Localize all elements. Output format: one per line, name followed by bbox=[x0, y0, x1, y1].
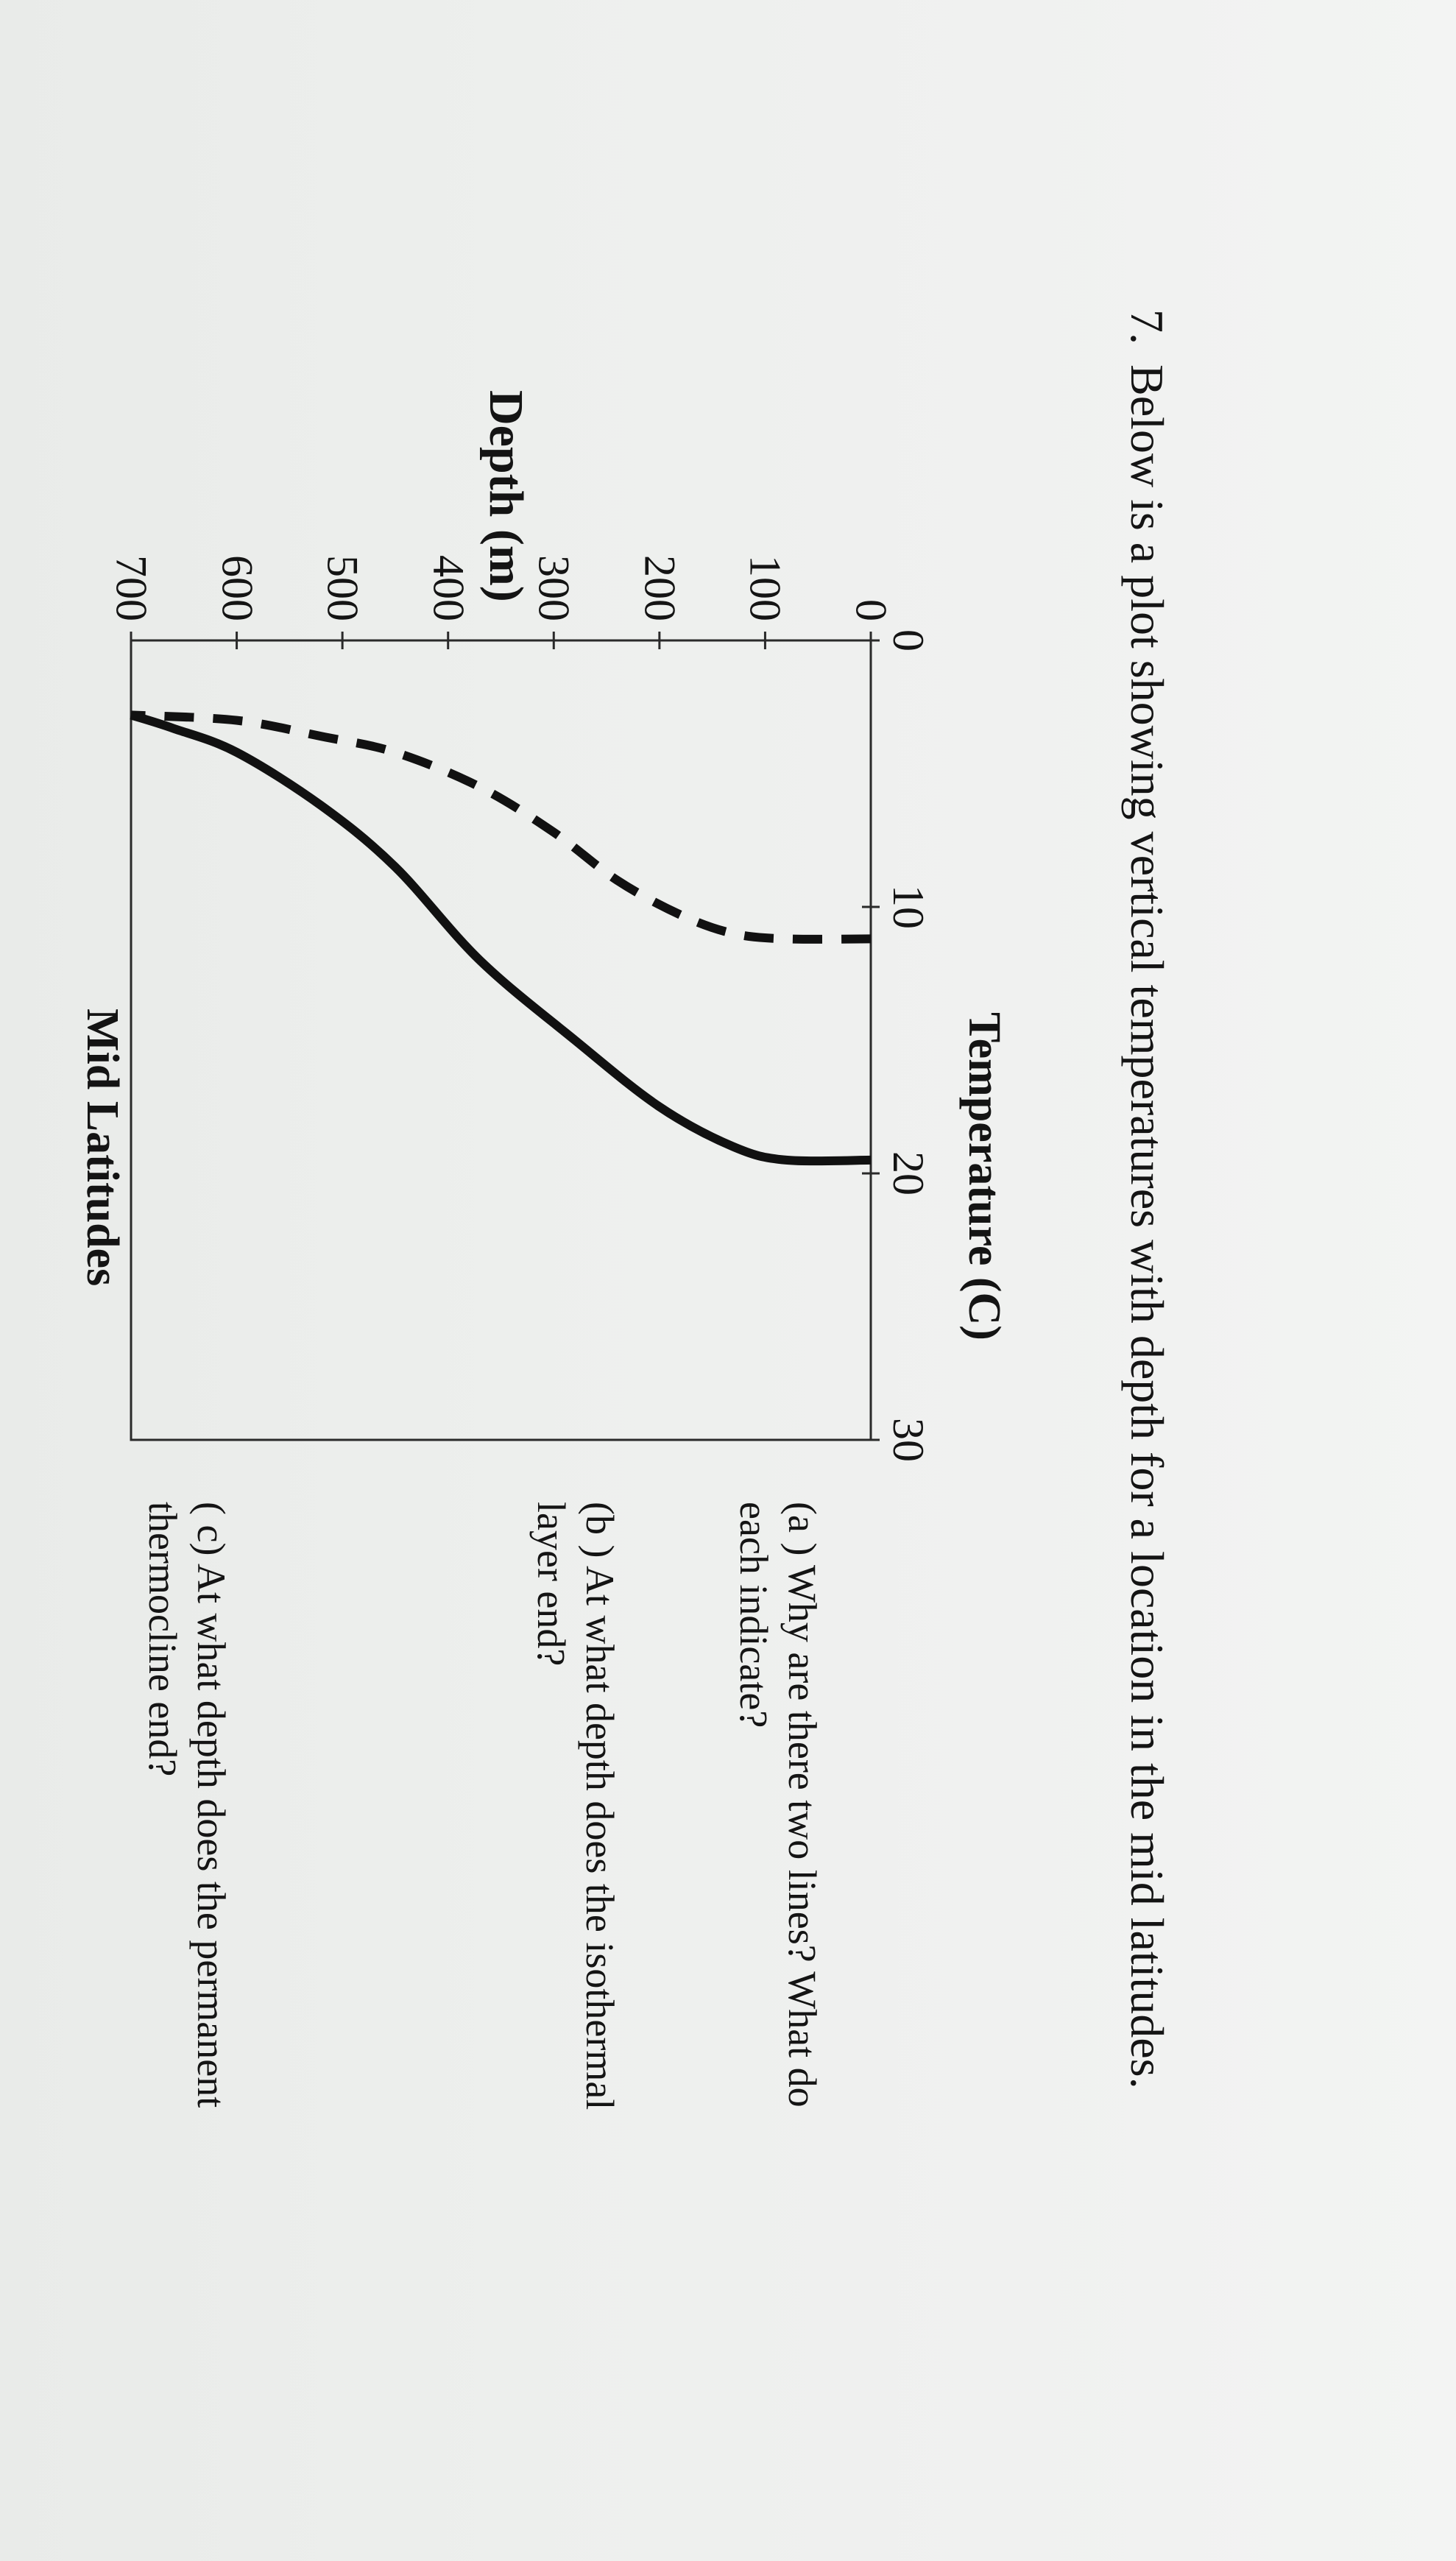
dashed-temperature-line bbox=[130, 710, 872, 944]
chart-subtitle: Mid Latitudes bbox=[77, 1008, 127, 1287]
y-tick-label: 300 bbox=[529, 555, 579, 621]
plot-frame bbox=[130, 639, 872, 1441]
subquestion-c-line-2: thermocline end? bbox=[141, 1502, 185, 1777]
x-tick-label: 10 bbox=[884, 885, 933, 929]
x-tick-label: 20 bbox=[884, 1151, 933, 1195]
y-tick-label: 600 bbox=[213, 555, 262, 621]
y-tick-label: 500 bbox=[318, 555, 367, 621]
chart-title: Temperature (C) bbox=[959, 1012, 1009, 1340]
x-tick-label: 30 bbox=[884, 1418, 933, 1462]
y-tick-label: 700 bbox=[107, 555, 156, 621]
subquestion-a-line-1: (a ) Why are there two lines? What do bbox=[780, 1502, 824, 2108]
subquestion-c-line-1: ( c) At what depth does the permanent bbox=[189, 1502, 233, 2108]
y-tick-label: 100 bbox=[741, 555, 790, 621]
subquestion-a-line-2: each indicate? bbox=[732, 1502, 776, 1728]
x-tick-label: 0 bbox=[884, 629, 933, 651]
subquestion-b-line-2: layer end? bbox=[529, 1502, 573, 1667]
y-axis-label: Depth (m) bbox=[479, 390, 533, 602]
subquestion-b-line-1: (b ) At what depth does the isothermal bbox=[578, 1502, 622, 2110]
y-tick-label: 200 bbox=[635, 555, 685, 621]
chart-series bbox=[130, 710, 872, 1166]
y-tick-label: 400 bbox=[424, 555, 473, 621]
chart-axes bbox=[130, 632, 880, 1441]
solid-temperature-line bbox=[130, 710, 872, 1166]
y-tick-label: 0 bbox=[847, 599, 896, 621]
